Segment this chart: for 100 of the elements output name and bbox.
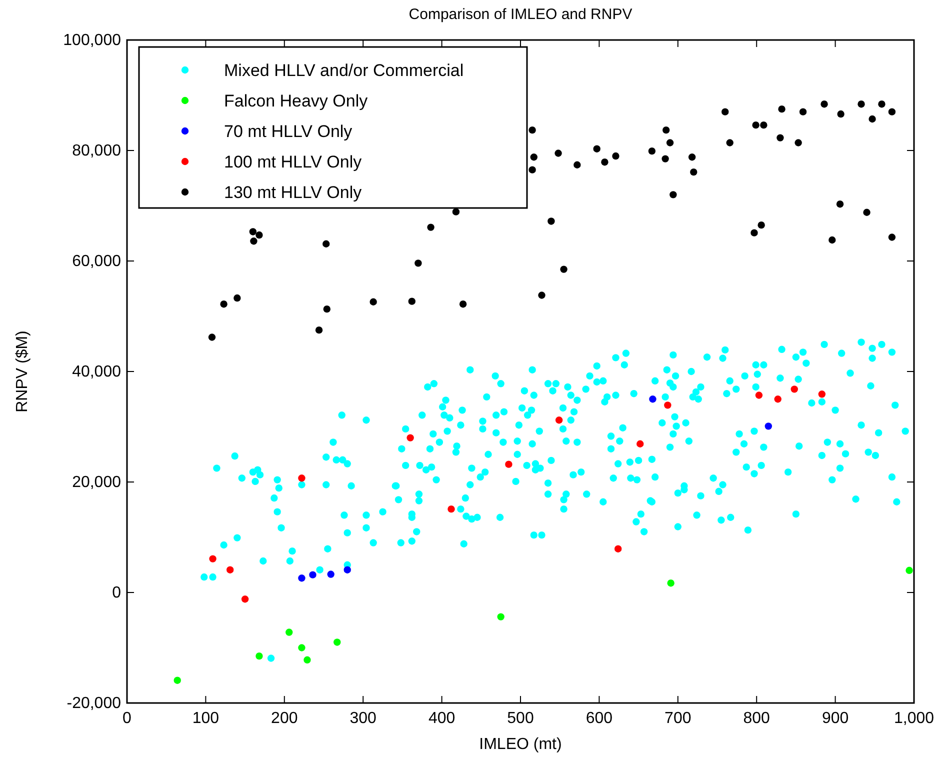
- point: [878, 100, 886, 108]
- point: [344, 566, 351, 574]
- point: [327, 570, 334, 578]
- y-tick-label: 0: [112, 584, 122, 602]
- point: [315, 326, 323, 334]
- point: [334, 638, 341, 646]
- x-tick-label: 700: [664, 710, 692, 727]
- point: [538, 292, 546, 299]
- legend-label: 70 mt HLLV Only: [224, 122, 353, 141]
- point: [304, 656, 311, 664]
- point: [758, 221, 765, 229]
- point: [722, 108, 729, 116]
- point: [612, 152, 620, 160]
- point: [323, 305, 330, 313]
- point: [836, 200, 844, 208]
- x-tick-label: 900: [822, 710, 849, 727]
- point: [648, 147, 656, 155]
- point: [690, 168, 698, 176]
- point: [726, 139, 734, 146]
- legend-label: 100 mt HLLV Only: [224, 152, 362, 172]
- point: [776, 134, 784, 142]
- point: [799, 108, 807, 116]
- point: [234, 294, 241, 302]
- point: [309, 571, 316, 578]
- point: [406, 434, 414, 442]
- point: [858, 100, 865, 108]
- point: [667, 580, 674, 587]
- point: [837, 110, 844, 118]
- point: [755, 392, 763, 399]
- point: [452, 208, 460, 216]
- x-tick-label: 200: [271, 710, 298, 727]
- point: [208, 334, 216, 341]
- chart-title: Comparison of IMLEO and RNPV: [408, 6, 632, 23]
- point: [828, 236, 836, 244]
- point: [256, 231, 263, 239]
- point: [528, 126, 536, 134]
- point: [427, 224, 434, 231]
- point: [459, 300, 467, 308]
- point: [778, 105, 786, 113]
- point: [760, 121, 768, 129]
- point: [820, 100, 828, 108]
- point: [256, 652, 263, 660]
- point: [593, 145, 600, 152]
- point: [888, 108, 896, 116]
- point: [574, 161, 581, 168]
- point: [250, 238, 258, 245]
- point: [662, 155, 669, 162]
- point: [614, 545, 622, 552]
- point: [286, 628, 293, 636]
- point: [601, 158, 608, 166]
- x-tick-label: 300: [350, 710, 377, 727]
- point: [548, 218, 555, 225]
- point: [664, 402, 672, 409]
- point: [448, 505, 455, 513]
- x-tick-label: 400: [428, 710, 456, 727]
- y-tick-label: 60,000: [72, 253, 122, 270]
- y-tick-label: 80,000: [72, 142, 122, 160]
- x-axis-title: IMLEO (mt): [479, 736, 562, 753]
- x-tick-label: 0: [122, 710, 132, 727]
- x-tick-label: 600: [586, 710, 613, 727]
- point: [662, 126, 670, 134]
- point: [497, 613, 504, 620]
- point: [868, 115, 876, 123]
- point: [774, 396, 782, 403]
- point: [764, 422, 772, 430]
- point: [528, 166, 536, 174]
- point: [750, 229, 758, 236]
- point: [790, 386, 798, 393]
- point: [666, 139, 674, 146]
- point: [226, 566, 234, 574]
- point: [249, 228, 257, 236]
- legend-label: Falcon Heavy Only: [224, 92, 368, 110]
- point: [888, 234, 896, 241]
- point: [209, 555, 216, 562]
- y-tick-label: 20,000: [72, 474, 122, 491]
- point: [370, 298, 377, 306]
- point: [530, 154, 538, 161]
- point: [554, 150, 562, 157]
- point: [414, 260, 422, 267]
- point: [174, 676, 181, 684]
- point: [241, 596, 249, 603]
- point: [636, 440, 644, 448]
- point: [818, 390, 826, 398]
- point: [298, 574, 306, 582]
- point: [505, 460, 512, 468]
- point: [560, 266, 568, 273]
- x-tick-label: 100: [192, 710, 220, 727]
- point: [688, 154, 696, 161]
- x-tick-label: 500: [507, 710, 534, 727]
- y-tick-label: 40,000: [72, 364, 122, 380]
- point: [408, 298, 416, 305]
- point: [863, 208, 870, 216]
- y-tick-label: -20,000: [66, 695, 122, 712]
- x-tick-label: 800: [743, 710, 770, 727]
- point: [906, 566, 913, 574]
- legend-label: 130 mt HLLV Only: [224, 183, 362, 202]
- point: [670, 191, 677, 198]
- point: [649, 396, 656, 403]
- y-axis-title: RNPV ($M): [14, 330, 31, 412]
- x-tick-label: 1,000: [894, 710, 934, 727]
